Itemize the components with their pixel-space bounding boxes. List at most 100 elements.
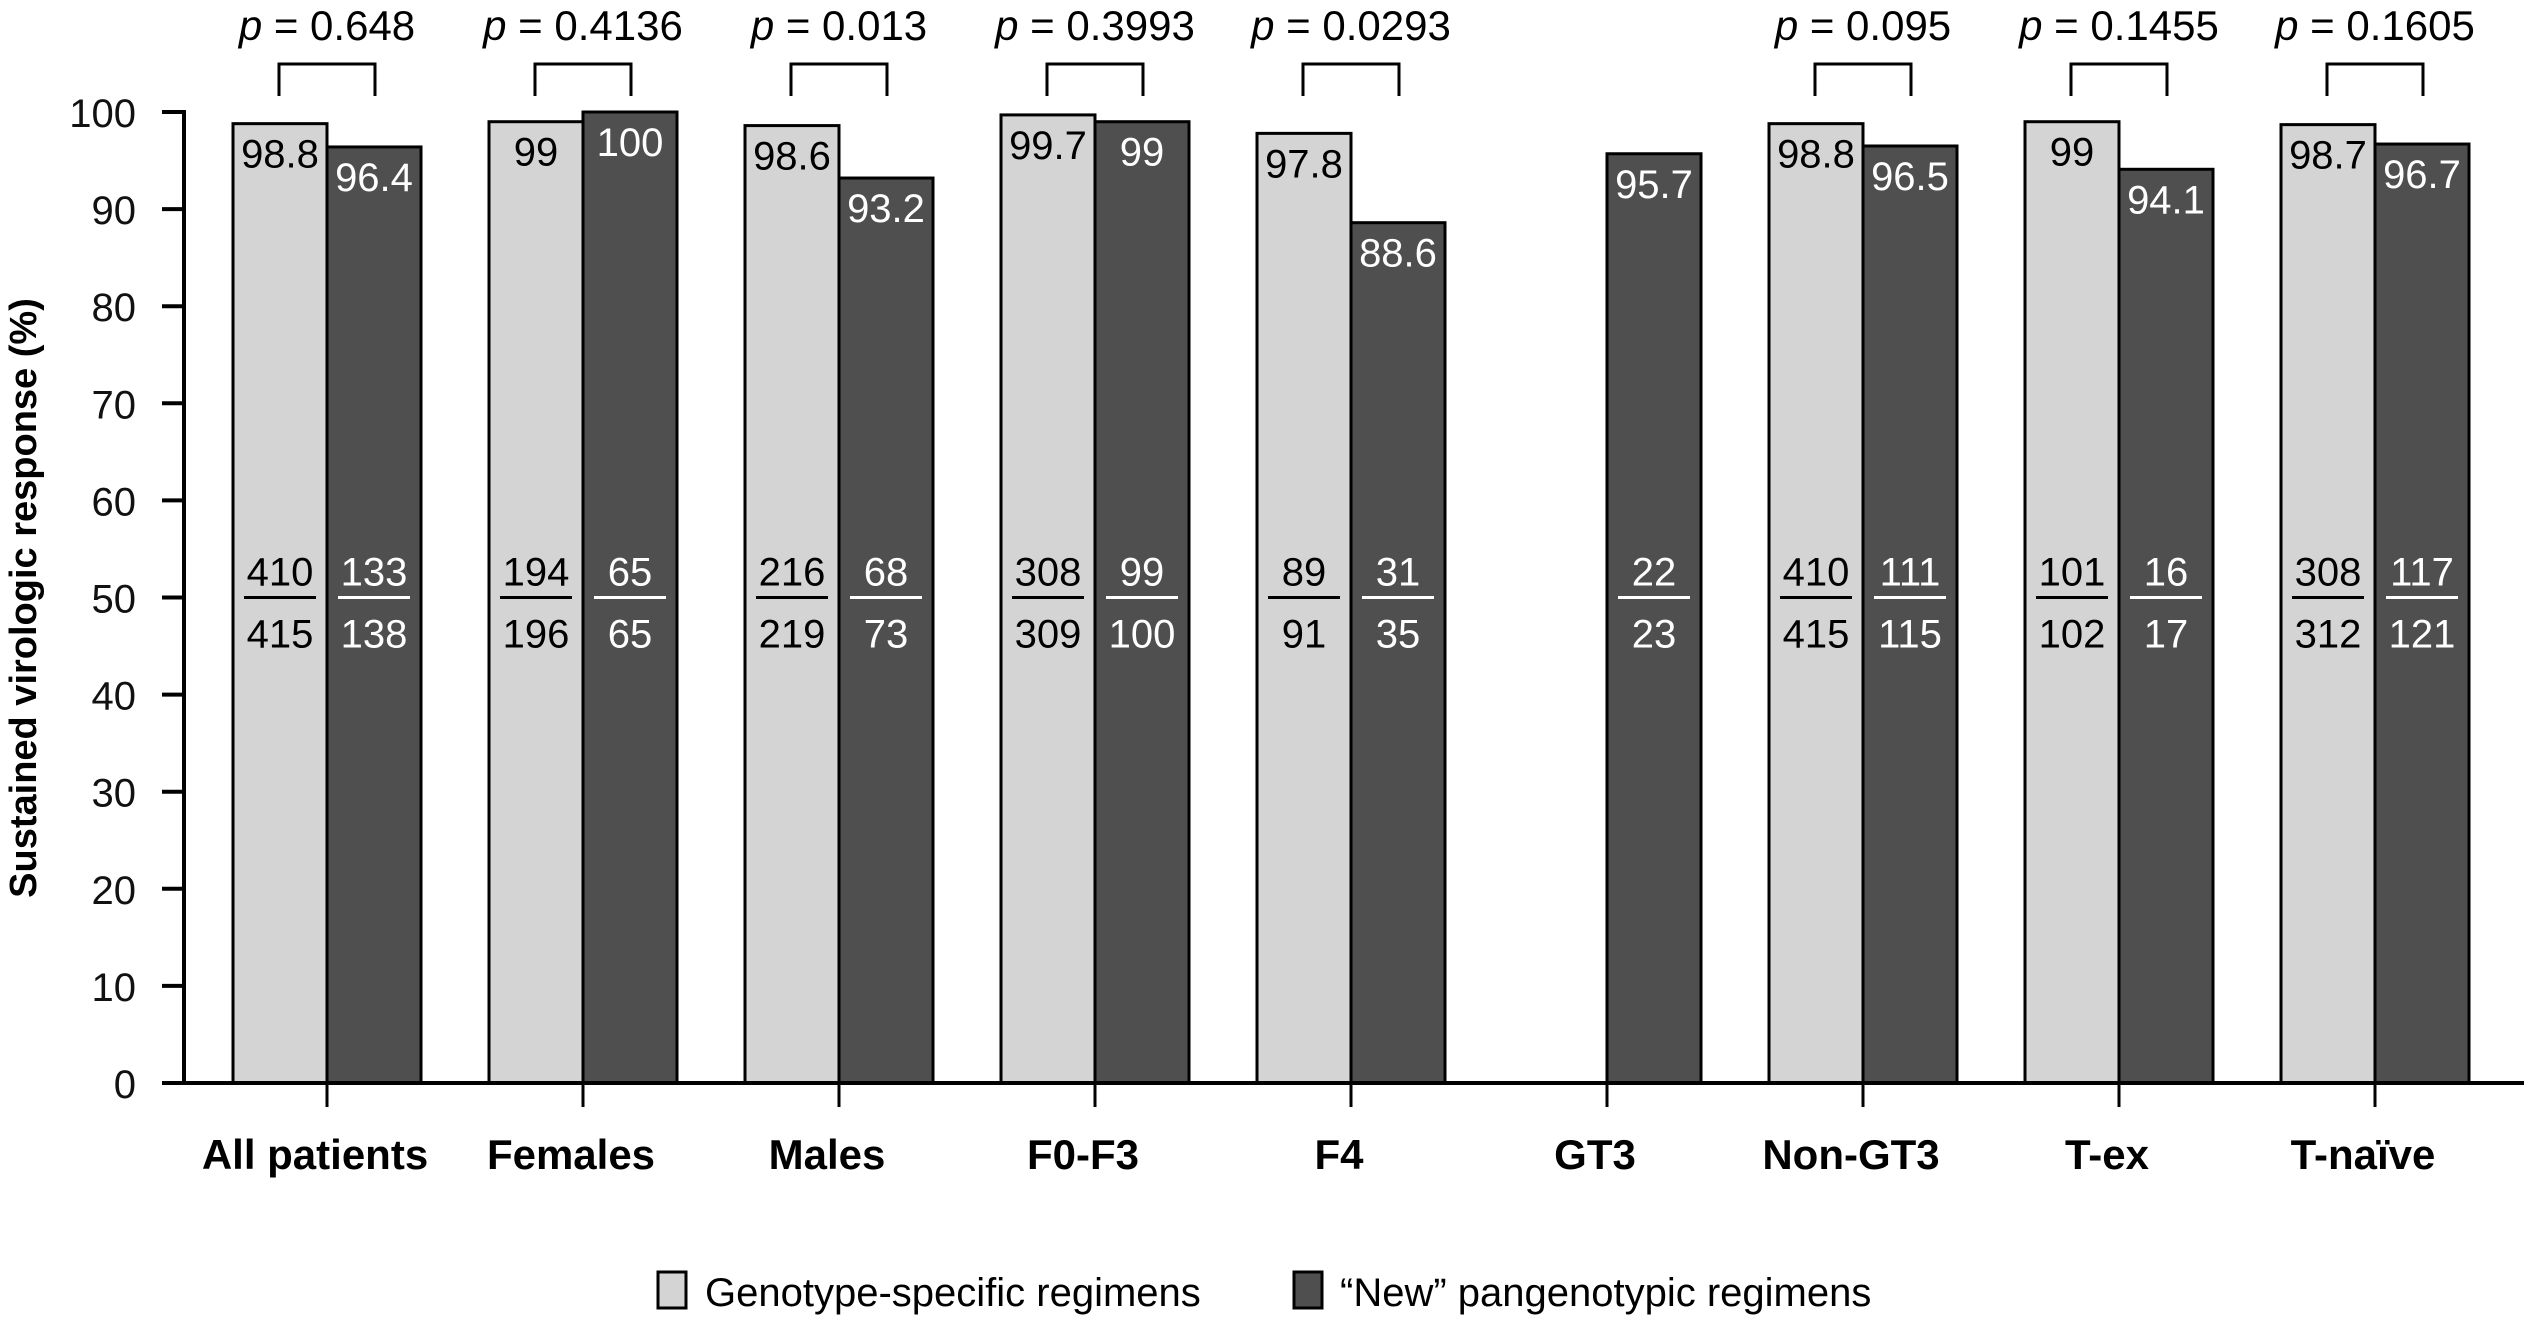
p-value-label: p = 0.4136 [481,2,683,49]
y-axis-label: Sustained virologic response (%) [3,298,45,898]
p-symbol: p [993,2,1018,49]
bar-genotype-specific [2279,123,2377,1085]
fraction-denominator: 312 [2295,613,2362,657]
p-value-label: p = 0.3993 [993,2,1195,49]
p-value-label: p = 0.648 [237,2,415,49]
fraction-numerator: 22 [1632,551,1677,595]
bar-genotype-specific [487,120,585,1085]
bar-genotype-specific [1767,122,1865,1085]
data-label: 99 [2050,131,2095,175]
p-symbol: p [1249,2,1274,49]
y-tick-label: 20 [92,869,137,913]
y-tick-label: 10 [92,966,137,1010]
p-value-bracket [1045,62,1145,96]
fraction-numerator: 133 [341,551,408,595]
p-symbol: p [749,2,774,49]
fraction-numerator: 410 [247,551,314,595]
data-label: 99 [514,131,559,175]
fraction-denominator: 102 [2039,613,2106,657]
bar-pangenotypic [325,145,423,1085]
p-value-bracket [277,62,377,96]
y-tick-label: 70 [92,383,137,427]
p-symbol: p [237,2,262,49]
data-label: 96.5 [1871,155,1949,199]
y-axis: 0 10 20 30 40 50 60 70 80 90 100 [69,92,186,1107]
bar-pangenotypic [1861,144,1959,1085]
p-value-bracket [1301,62,1401,96]
fraction-denominator: 415 [1783,613,1850,657]
p-value-number: = 0.1605 [2299,2,2475,49]
y-tick-label: 40 [92,675,137,719]
p-symbol: p [2017,2,2042,49]
p-value-number: = 0.648 [262,2,415,49]
fraction-numerator: 216 [759,551,826,595]
fraction-numerator: 99 [1120,551,1165,595]
data-label: 88.6 [1359,232,1437,276]
fraction-denominator: 138 [341,613,408,657]
legend-swatch-genotype-specific [656,1270,688,1310]
p-value-label: p = 0.095 [1773,2,1951,49]
fraction-numerator: 194 [503,551,570,595]
p-value-number: = 0.3993 [1019,2,1195,49]
fraction-numerator: 308 [2295,551,2362,595]
fraction-numerator: 89 [1282,551,1327,595]
fraction-numerator: 308 [1015,551,1082,595]
x-tick-label: Males [769,1131,886,1178]
x-tick-label: GT3 [1554,1131,1636,1178]
p-value-label: p = 0.1455 [2017,2,2219,49]
bar-genotype-specific [2023,120,2121,1085]
p-value-bracket [789,62,889,96]
fraction-denominator: 115 [1878,613,1942,657]
fraction-denominator: 17 [2144,613,2189,657]
legend-label-genotype-specific: Genotype-specific regimens [705,1271,1201,1315]
data-label: 96.4 [335,156,413,200]
fraction-denominator: 121 [2389,613,2456,657]
fraction-numerator: 68 [864,551,909,595]
p-value-number: = 0.1455 [2043,2,2219,49]
p-value-bracket [2069,62,2169,96]
p-value-number: = 0.4136 [507,2,683,49]
fraction-denominator: 196 [503,613,570,657]
p-symbol: p [1773,2,1798,49]
y-tick-label: 60 [92,480,137,524]
legend: Genotype-specific regimens “New” pangeno… [656,1270,1871,1315]
fraction-numerator: 31 [1376,551,1421,595]
data-label: 98.8 [1777,133,1855,177]
p-value-label: p = 0.1605 [2273,2,2475,49]
p-value-bracket [533,62,633,96]
y-tick-label: 30 [92,772,137,816]
legend-label-pangenotypic: “New” pangenotypic regimens [1340,1271,1871,1315]
data-label: 99 [1120,131,1165,175]
fraction-numerator: 410 [1783,551,1850,595]
bar-pangenotypic [2117,167,2215,1085]
y-tick-label: 100 [69,92,136,136]
bar-pangenotypic [1093,120,1191,1085]
bar-genotype-specific [231,122,329,1085]
p-value-number: = 0.095 [1798,2,1951,49]
bar-genotype-specific [743,124,841,1085]
p-value-label: p = 0.0293 [1249,2,1451,49]
bar-pangenotypic [1605,152,1703,1085]
bar-pangenotypic [837,176,935,1085]
y-tick-label: 50 [92,578,137,622]
data-label: 95.7 [1615,163,1693,207]
x-tick-label: Non-GT3 [1762,1131,1939,1178]
fraction-denominator: 91 [1282,613,1327,657]
x-axis: All patients Females Males F0-F3 F4 GT3 Non-GT… [184,1081,2524,1178]
data-label: 99.7 [1009,124,1087,168]
y-tick-label: 80 [92,286,137,330]
fraction-numerator: 111 [1880,551,1941,595]
data-label: 100 [597,121,664,165]
p-symbol: p [481,2,506,49]
y-tick-label: 0 [114,1063,136,1107]
fraction-denominator: 309 [1015,613,1082,657]
y-tick-label: 90 [92,189,137,233]
bar-pangenotypic [2373,142,2471,1085]
fraction-denominator: 415 [247,613,314,657]
fraction-numerator: 117 [2390,551,2454,595]
p-symbol: p [2273,2,2298,49]
bars: 98.8 410 415 96.4 133 138 99 194 196 100 65 65 98.6 2… [231,110,2471,1085]
fraction-numerator: 65 [608,551,653,595]
fraction-denominator: 35 [1376,613,1421,657]
